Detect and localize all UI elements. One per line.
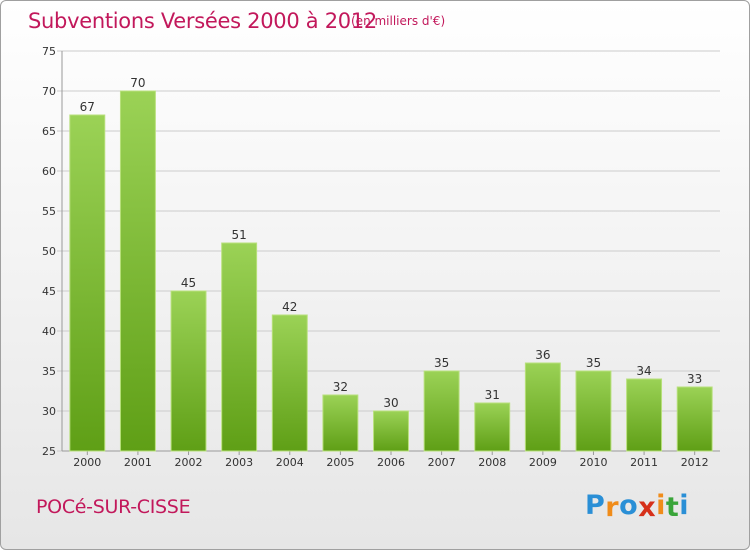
bar — [373, 410, 409, 452]
bar — [170, 290, 207, 452]
data-label: 45 — [181, 276, 196, 290]
bar — [626, 378, 663, 452]
x-tick-label: 2011 — [630, 456, 658, 469]
bar — [575, 370, 612, 452]
data-label: 35 — [586, 356, 601, 370]
x-tick-label: 2007 — [428, 456, 456, 469]
bar — [676, 386, 713, 452]
bar — [221, 242, 258, 452]
y-tick-label: 45 — [42, 285, 56, 298]
x-tick-label: 2000 — [73, 456, 101, 469]
logo-letter: i — [656, 490, 666, 521]
x-tick-label: 2012 — [681, 456, 709, 469]
bar — [524, 362, 561, 452]
data-label: 42 — [282, 300, 297, 314]
bars — [69, 90, 713, 452]
data-label: 36 — [535, 348, 550, 362]
logo-letter: x — [638, 492, 657, 523]
logo-letter: o — [619, 490, 639, 521]
bar — [322, 394, 359, 452]
y-tick-label: 50 — [42, 245, 56, 258]
y-tick-label: 65 — [42, 125, 56, 138]
y-tick-label: 60 — [42, 165, 56, 178]
chart-title: Subventions Versées 2000 à 2012 — [28, 9, 377, 33]
y-tick-label: 30 — [42, 405, 56, 418]
x-tick-label: 2006 — [377, 456, 405, 469]
y-tick-label: 35 — [42, 365, 56, 378]
proxiti-logo: Proxiti — [585, 490, 690, 523]
x-tick-label: 2001 — [124, 456, 152, 469]
logo-letter: r — [605, 492, 620, 523]
bar — [119, 90, 156, 452]
data-label: 31 — [485, 388, 500, 402]
x-tick-label: 2009 — [529, 456, 557, 469]
labels: 25 30 35 40 45 50 55 60 65 70 75 67 2000 70 2001 45 2002… — [42, 45, 709, 469]
x-tick-label: 2008 — [478, 456, 506, 469]
logo-letter: t — [665, 492, 680, 523]
x-tick-label: 2010 — [579, 456, 607, 469]
y-tick-label: 40 — [42, 325, 56, 338]
place-name: POCé-SUR-CISSE — [36, 496, 191, 518]
data-label: 33 — [687, 372, 702, 386]
bar — [474, 402, 511, 452]
x-tick-label: 2003 — [225, 456, 253, 469]
data-label: 35 — [434, 356, 449, 370]
data-label: 34 — [636, 364, 651, 378]
data-label: 30 — [383, 396, 398, 410]
logo-letter: i — [679, 490, 690, 521]
y-tick-label: 25 — [42, 445, 56, 458]
y-tick-label: 75 — [42, 45, 56, 58]
y-tick-label: 70 — [42, 85, 56, 98]
data-label: 70 — [130, 76, 145, 90]
grid-lines — [57, 50, 720, 452]
axes — [61, 51, 720, 455]
bar — [423, 370, 460, 452]
x-tick-label: 2005 — [326, 456, 354, 469]
logo-letter: P — [585, 490, 606, 521]
bar — [271, 314, 308, 452]
bar — [69, 114, 106, 452]
x-tick-label: 2004 — [276, 456, 304, 469]
y-tick-label: 55 — [42, 205, 56, 218]
data-label: 51 — [232, 228, 247, 242]
data-label: 67 — [80, 100, 95, 114]
chart-subtitle: (en milliers d'€) — [351, 14, 446, 28]
x-tick-label: 2002 — [175, 456, 203, 469]
data-label: 32 — [333, 380, 348, 394]
